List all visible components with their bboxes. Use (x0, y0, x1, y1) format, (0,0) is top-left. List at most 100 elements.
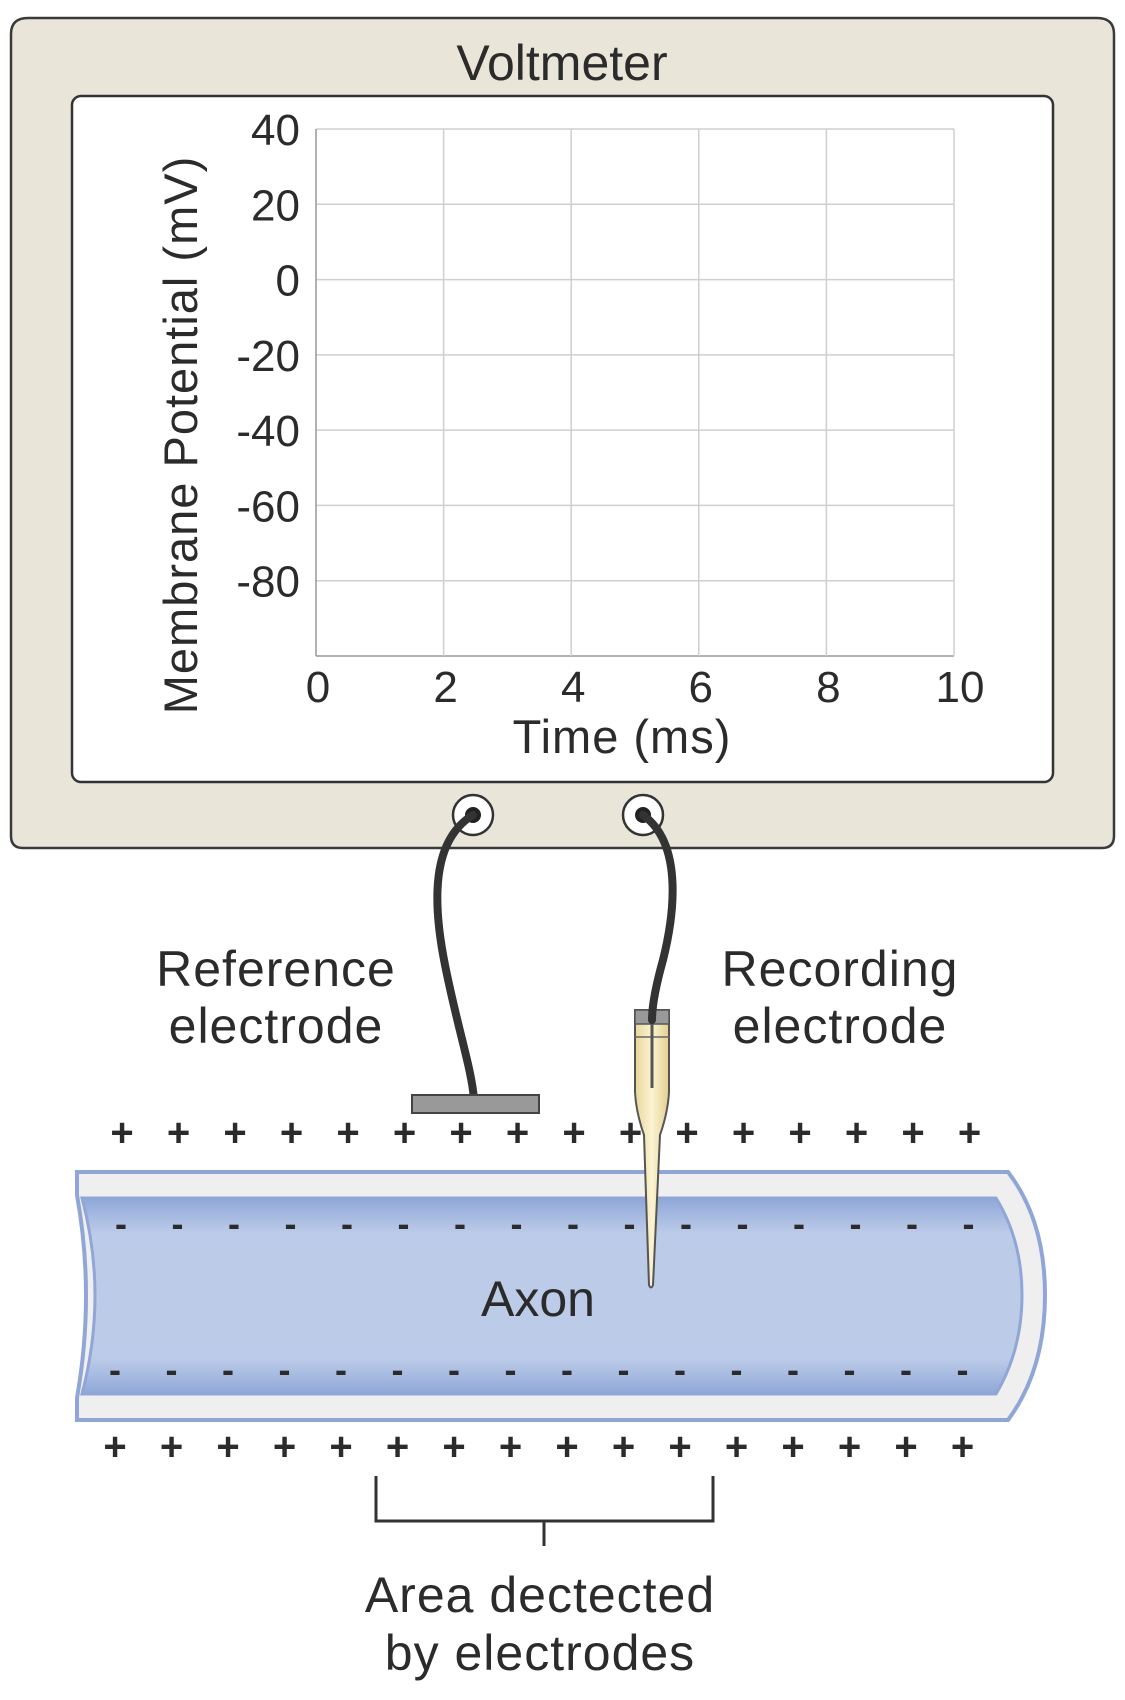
positive-charge: + (393, 1111, 416, 1155)
positive-charge: + (499, 1425, 522, 1469)
positive-charge: + (901, 1111, 924, 1155)
x-tick-label: 4 (561, 663, 585, 712)
positive-charge: + (845, 1111, 868, 1155)
positive-charge: + (838, 1425, 861, 1469)
axon-label: Axon (481, 1271, 595, 1327)
reference-electrode-plate (411, 1094, 540, 1114)
negative-charge: - (511, 1203, 523, 1244)
y-tick-label: -60 (236, 482, 300, 531)
y-axis-label: Membrane Potential (mV) (154, 156, 207, 714)
voltmeter-screen (70, 94, 1055, 784)
negative-charge: - (561, 1349, 573, 1390)
positive-charge: + (781, 1425, 804, 1469)
negative-charge: - (618, 1349, 630, 1390)
reference-electrode-label-line1: Reference (156, 941, 396, 997)
recording-wire (639, 811, 677, 1024)
positive-charge: + (555, 1425, 578, 1469)
recording-electrode-label-line1: Recording (722, 941, 959, 997)
positive-charge: + (894, 1425, 917, 1469)
negative-charge: - (793, 1203, 805, 1244)
negative-charge: - (567, 1203, 579, 1244)
axon: Axon (75, 1170, 1048, 1422)
reference-electrode[interactable] (411, 811, 540, 1114)
negative-charge: - (787, 1349, 799, 1390)
positive-charge: + (442, 1425, 465, 1469)
positive-charge: + (329, 1425, 352, 1469)
y-tick-labels: 40 20 0 -20 -40 -60 -80 (236, 106, 300, 607)
negative-charge: - (285, 1203, 297, 1244)
recording-electrode[interactable] (634, 811, 677, 1289)
positive-charge: + (612, 1425, 635, 1469)
positive-charge: + (619, 1111, 642, 1155)
negative-charge: - (172, 1203, 184, 1244)
voltmeter: Voltmeter 40 20 0 -20 -40 -60 -80 0 2 4 6 8 10 Memb… (9, 16, 1116, 850)
y-tick-label: -40 (236, 407, 300, 456)
y-tick-label: 40 (251, 106, 300, 155)
reference-electrode-label-line2: electrode (169, 998, 384, 1054)
positive-charge: + (668, 1425, 691, 1469)
positive-charge: + (160, 1425, 183, 1469)
x-tick-labels: 0 2 4 6 8 10 (306, 663, 985, 712)
y-tick-label: 20 (251, 181, 300, 230)
positive-charge: + (675, 1111, 698, 1155)
negative-charge: - (731, 1349, 743, 1390)
positive-charge: + (110, 1111, 133, 1155)
detection-area-label-line2: by electrodes (385, 1625, 695, 1681)
y-tick-label: -80 (236, 558, 300, 607)
positive-charge: + (449, 1111, 472, 1155)
x-tick-label: 10 (936, 663, 985, 712)
positive-charge: + (216, 1425, 239, 1469)
detection-area-bracket (374, 1476, 715, 1546)
negative-charge: - (624, 1203, 636, 1244)
x-tick-label: 0 (306, 663, 330, 712)
recording-electrode-label-line2: electrode (733, 998, 948, 1054)
positive-charge: + (732, 1111, 755, 1155)
negative-charge: - (335, 1349, 347, 1390)
positive-charge: + (725, 1425, 748, 1469)
negative-charge: - (398, 1203, 410, 1244)
negative-charge: - (448, 1349, 460, 1390)
negative-charge: - (228, 1203, 240, 1244)
negative-charge: - (279, 1349, 291, 1390)
x-tick-label: 8 (816, 663, 840, 712)
membrane-charges: + + + + + + + + + + + + + + + +- - - - - - - - - - - - - - - -- - - - - - - -… (103, 1111, 981, 1469)
x-tick-label: 6 (689, 663, 713, 712)
positive-charge: + (506, 1111, 529, 1155)
positive-charge: + (386, 1425, 409, 1469)
positive-charge: + (336, 1111, 359, 1155)
positive-charge: + (562, 1111, 585, 1155)
positive-charge: + (951, 1425, 974, 1469)
negative-charge: - (454, 1203, 466, 1244)
negative-charge: - (115, 1203, 127, 1244)
positive-charge: + (273, 1425, 296, 1469)
x-axis-label: Time (ms) (513, 710, 732, 763)
positive-charge: + (103, 1425, 126, 1469)
chart-grid (315, 128, 955, 657)
voltmeter-title: Voltmeter (456, 35, 667, 91)
positive-charge: + (223, 1111, 246, 1155)
positive-charge: + (167, 1111, 190, 1155)
negative-charge: - (680, 1203, 692, 1244)
positive-charge: + (958, 1111, 981, 1155)
negative-charge: - (109, 1349, 121, 1390)
detection-area-label-line1: Area dectected (365, 1567, 715, 1623)
negative-charge: - (957, 1349, 969, 1390)
positive-charge: + (788, 1111, 811, 1155)
negative-charge: - (906, 1203, 918, 1244)
negative-charge: - (222, 1349, 234, 1390)
negative-charge: - (166, 1349, 178, 1390)
reference-wire (433, 811, 478, 1104)
negative-charge: - (850, 1203, 862, 1244)
negative-charge: - (963, 1203, 975, 1244)
y-tick-label: -20 (236, 332, 300, 381)
negative-charge: - (341, 1203, 353, 1244)
y-tick-label: 0 (276, 257, 300, 306)
recording-electrode-tip (634, 1009, 670, 1289)
x-tick-label: 2 (433, 663, 457, 712)
negative-charge: - (674, 1349, 686, 1390)
negative-charge: - (392, 1349, 404, 1390)
positive-charge: + (280, 1111, 303, 1155)
negative-charge: - (900, 1349, 912, 1390)
negative-charge: - (505, 1349, 517, 1390)
